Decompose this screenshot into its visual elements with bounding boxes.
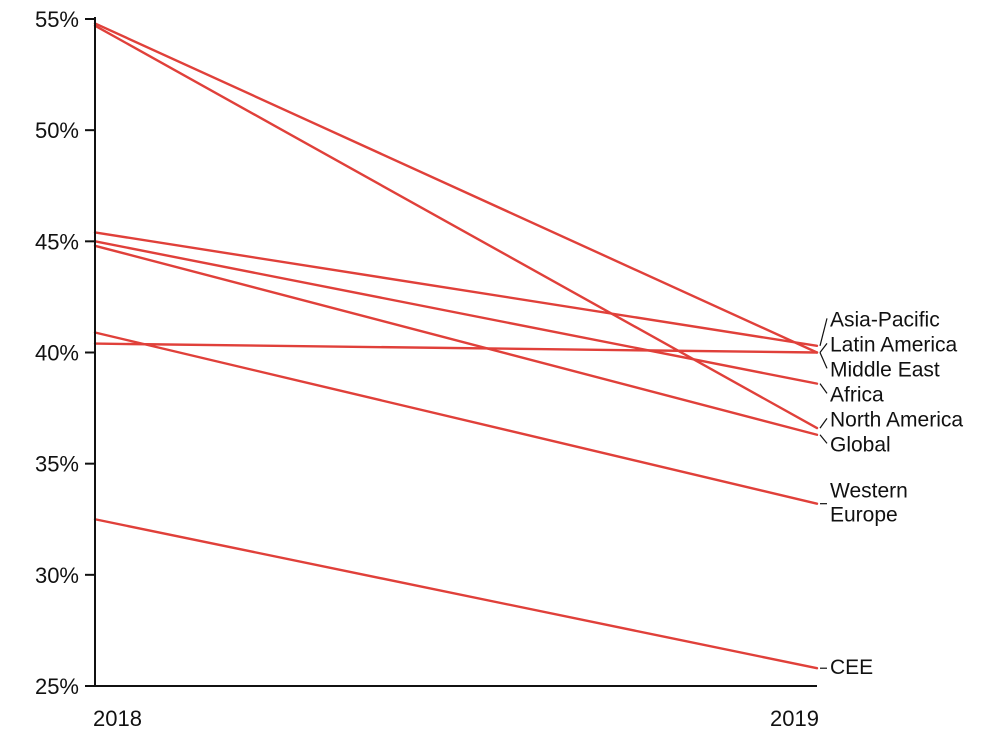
series-lines (93, 22, 819, 670)
series-label-line: Western (830, 480, 908, 503)
series-line-middle-east (93, 342, 819, 354)
y-tick-labels: 25% 30% 35% 40% 45% 50% 55% (35, 7, 95, 699)
x-tick-labels: 2018 2019 (93, 706, 819, 731)
label-connector-latin-america (819, 343, 828, 353)
series-label-latin-america: Latin America (830, 333, 958, 356)
series-label-global: Global (830, 433, 891, 456)
y-tick-label: 40% (35, 341, 79, 366)
label-connector-asia-pacific (819, 318, 828, 346)
y-tick-label: 55% (35, 7, 79, 32)
series-line-north-america (93, 24, 819, 430)
series-label-north-america: North America (830, 408, 963, 431)
y-tick-label: 45% (35, 229, 79, 254)
series-label-asia-pacific: Asia-Pacific (830, 308, 940, 331)
series-label-western-europe: Western Europe (830, 480, 908, 527)
y-tick-label: 35% (35, 452, 79, 477)
series-line-global (93, 244, 819, 436)
series-label-cee: CEE (830, 656, 873, 679)
x-tick-label: 2019 (770, 706, 819, 731)
y-tick-label: 25% (35, 674, 79, 699)
series-line-asia-pacific (93, 231, 819, 348)
y-tick-label: 50% (35, 118, 79, 143)
series-line-western-europe (93, 331, 819, 505)
label-connectors (819, 318, 828, 669)
label-connector-middle-east (819, 352, 828, 369)
y-tick-label: 30% (35, 563, 79, 588)
series-label-middle-east: Middle East (830, 358, 940, 381)
series-line-cee (93, 518, 819, 670)
series-label-africa: Africa (830, 383, 884, 406)
series-line-latin-america (93, 22, 819, 354)
label-connector-global (819, 434, 828, 444)
x-tick-label: 2018 (93, 706, 142, 731)
label-connector-africa (819, 383, 828, 394)
label-connector-north-america (819, 418, 828, 429)
series-line-africa (93, 240, 819, 385)
series-label-line: Europe (830, 504, 898, 527)
